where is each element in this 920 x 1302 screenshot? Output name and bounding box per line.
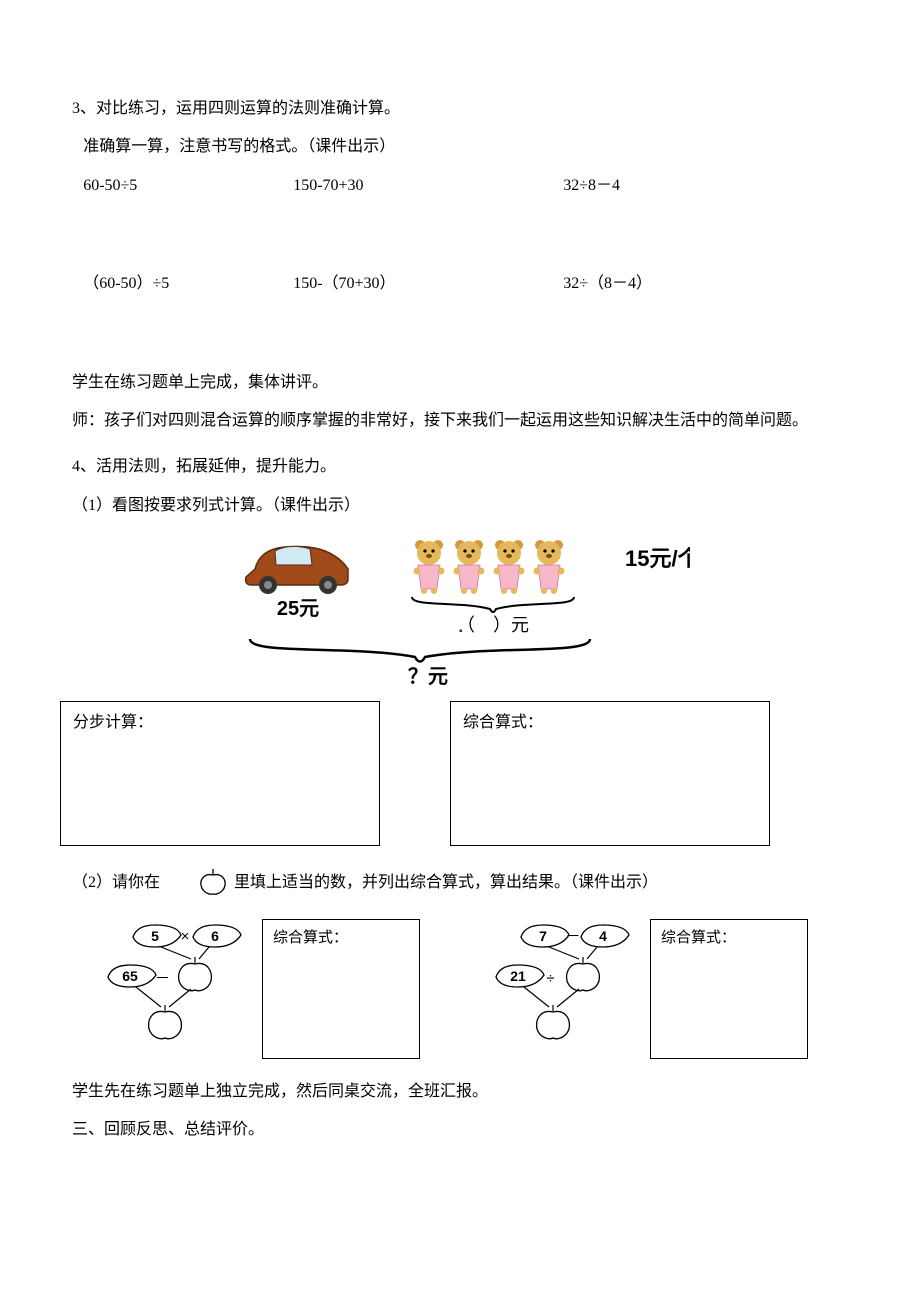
expr-row-2: （60-50）÷5 150-（70+30） 32÷（8－4） — [40, 265, 880, 303]
expr-r2-c: 32÷（8－4） — [563, 265, 743, 303]
svg-text:5: 5 — [151, 928, 159, 944]
expr-r2-b: 150-（70+30） — [293, 265, 563, 303]
spacer — [40, 304, 880, 364]
bear-unit-price: 15元/个 — [625, 546, 690, 571]
expr-r1-c: 32÷8－4 — [563, 167, 743, 205]
apple-icon — [164, 867, 230, 912]
expr-box-2-title: 综合算式： — [661, 930, 736, 946]
svg-text:65: 65 — [122, 968, 138, 984]
expr-r1-b: 150-70+30 — [293, 167, 563, 205]
price-diagram: 25元 — [40, 531, 880, 691]
total-yuan-label: ？元 — [408, 666, 448, 688]
tree-group-1: 5 6 × 65 － 综合算式： — [100, 919, 420, 1059]
p4-title: 4、活用法则，拓展延伸，提升能力。 — [40, 448, 880, 486]
answer-box-row: 分步计算： 综合算式： — [60, 701, 880, 846]
q2-row: 5 6 × 65 － 综合算式： 7 4 － 21 ÷ — [40, 919, 880, 1059]
svg-text:4: 4 — [599, 928, 607, 944]
price-diagram-svg: 25元 — [230, 531, 690, 691]
blank-yuan-label: （ ）元 — [457, 615, 529, 635]
q2-suffix: 里填上适当的数，并列出综合算式，算出结果。（课件出示） — [234, 874, 658, 891]
tail-text-1: 学生先在练习题单上独立完成，然后同桌交流，全班汇报。 — [40, 1073, 880, 1111]
tail-text-2: 三、回顾反思、总结评价。 — [40, 1111, 880, 1149]
bears-group — [414, 540, 565, 594]
q2-prefix: （2）请你在 — [72, 874, 160, 891]
expr-r1-a: 60-50÷5 — [83, 167, 293, 205]
brace-bears — [412, 597, 574, 612]
spacer — [40, 205, 880, 265]
price-car-label: 25元 — [277, 598, 319, 620]
svg-text:－: － — [155, 970, 170, 987]
mid-text-2: 师：孩子们对四则混合运算的顺序掌握的非常好，接下来我们一起运用这些知识解决生活中… — [40, 402, 880, 440]
p3-sub: 准确算一算，注意书写的格式。（课件出示） — [40, 128, 880, 166]
step-calc-title: 分步计算： — [73, 714, 153, 731]
car-icon — [246, 547, 348, 595]
stray-dot: ▪ — [459, 620, 463, 644]
svg-text:÷: ÷ — [546, 970, 554, 987]
combined-expr-title: 综合算式： — [463, 714, 543, 731]
tree-group-2: 7 4 － 21 ÷ 综合算式： — [488, 919, 808, 1059]
expr-box-1-title: 综合算式： — [273, 930, 348, 946]
combined-expr-box: 综合算式： — [450, 701, 770, 846]
brace-total — [250, 639, 590, 662]
svg-text:×: × — [181, 928, 190, 945]
p4-q1: （1）看图按要求列式计算。（课件出示） — [40, 487, 880, 525]
expr-r2-a: （60-50）÷5 — [83, 265, 293, 303]
expr-box-1: 综合算式： — [262, 919, 420, 1059]
svg-text:－: － — [565, 928, 580, 945]
svg-text:7: 7 — [539, 928, 547, 944]
svg-text:21: 21 — [510, 968, 526, 984]
p3-title: 3、对比练习，运用四则运算的法则准确计算。 — [40, 90, 880, 128]
p4-q2: （2）请你在 里填上适当的数，并列出综合算式，算出结果。（课件出示） — [40, 864, 880, 912]
expr-row-1: 60-50÷5 150-70+30 32÷8－4 — [40, 167, 880, 205]
svg-text:6: 6 — [211, 928, 219, 944]
op-tree-1: 5 6 × 65 － — [100, 919, 250, 1059]
op-tree-2: 7 4 － 21 ÷ — [488, 919, 638, 1059]
mid-text-1: 学生在练习题单上完成，集体讲评。 — [40, 364, 880, 402]
expr-box-2: 综合算式： — [650, 919, 808, 1059]
step-calc-box: 分步计算： — [60, 701, 380, 846]
